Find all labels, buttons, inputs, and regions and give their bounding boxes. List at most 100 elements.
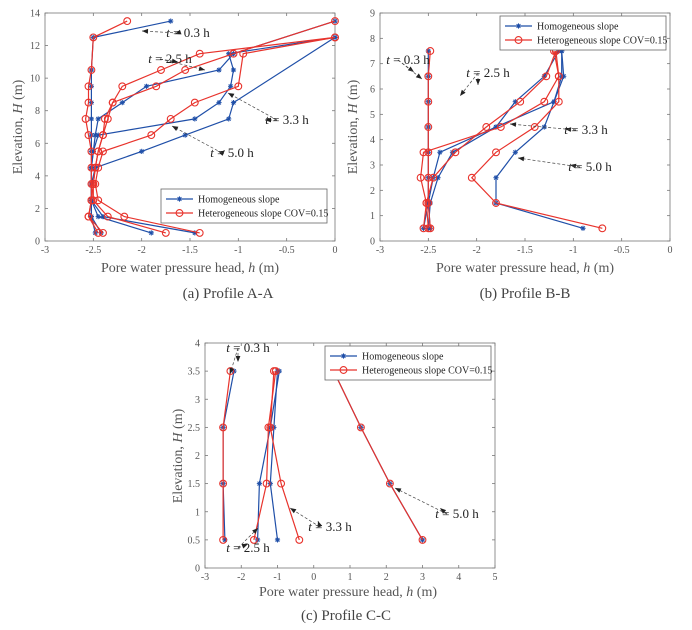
annotation-leader: [517, 157, 581, 168]
star-stroke: [216, 100, 222, 105]
legend-homogeneous-label: Homogeneous slope: [537, 22, 619, 33]
star-stroke: [144, 84, 149, 89]
heterogeneous-data-point: [554, 72, 563, 81]
heterogeneous-data-point: [94, 228, 103, 237]
annotation-arrowhead: [252, 528, 258, 534]
legend-homogeneous-label: Homogeneous slope: [362, 352, 444, 363]
homogeneous-data-point: [580, 225, 586, 231]
y-tick-label: 6: [370, 85, 375, 96]
y-tick-label: 2.5: [188, 423, 201, 434]
x-tick-label: -2.5: [420, 245, 436, 256]
x-tick-label: 0: [333, 245, 338, 256]
heterogeneous-data-point: [219, 423, 228, 432]
annotation-arrowhead: [460, 89, 466, 96]
star-stroke: [580, 226, 586, 231]
heterogeneous-data-point: [89, 33, 98, 42]
star-stroke: [341, 353, 346, 359]
heterogeneous-data-point: [385, 479, 394, 488]
x-tick-label: -1: [234, 245, 242, 256]
heterogeneous-data-point: [94, 196, 103, 205]
legend-box: [499, 15, 667, 51]
x-tick-label: -1.5: [517, 245, 533, 256]
y-tick-label: 0: [195, 564, 200, 575]
heterogeneous-data-point: [84, 82, 93, 91]
annotation-arrowhead: [171, 58, 178, 64]
time-annotation: t = 2.5 h: [148, 51, 192, 66]
x-tick-label: -0.5: [614, 245, 630, 256]
heterogeneous-data-point: [249, 535, 258, 544]
heterogeneous-data-point: [123, 17, 132, 26]
y-axis-label: Elevation, H (m): [346, 79, 361, 174]
homogeneous-data-point: [226, 116, 232, 122]
time-annotation: t = 0.3 h: [166, 25, 210, 40]
heterogeneous-data-point: [482, 123, 491, 131]
panel-caption: (a) Profile A-A: [183, 286, 274, 302]
y-tick-label: 2: [370, 186, 375, 197]
heterogeneous-data-point: [554, 97, 563, 106]
heterogeneous-data-point: [118, 82, 127, 91]
time-annotation: t = 0.3 h: [386, 52, 430, 67]
homogeneous-data-point: [216, 99, 222, 106]
annotation-leader: [141, 30, 179, 34]
homogeneous-series-line-25h: [257, 371, 280, 540]
heterogeneous-data-point: [152, 82, 161, 91]
homogeneous-data-point: [493, 175, 499, 181]
legend-heterogeneous-marker: [339, 366, 348, 374]
x-axis-label: Pore water pressure head, h (m): [436, 261, 614, 276]
homogeneous-series-line-50h: [333, 370, 424, 541]
heterogeneous-data-point: [424, 72, 433, 81]
annotation-arrowhead: [229, 367, 235, 374]
heterogeneous-series-line-50h: [94, 36, 336, 234]
star-stroke: [275, 537, 280, 543]
heterogeneous-data-point: [84, 131, 93, 140]
homogeneous-data-point: [143, 83, 150, 89]
annotation-leader: [159, 58, 206, 71]
time-annotation: t = 0.3 h: [226, 340, 270, 355]
star-stroke: [216, 67, 222, 73]
star-stroke: [228, 84, 233, 89]
heterogeneous-series-line-50h: [470, 50, 603, 229]
y-tick-label: 3.5: [188, 367, 201, 378]
legend: Homogeneous slope Heterogeneous slope COV…: [160, 188, 328, 224]
heterogeneous-series-line-33h: [419, 50, 560, 229]
heterogeneous-data-point: [530, 123, 539, 131]
x-axis-label: Pore water pressure head, h (m): [101, 261, 279, 276]
heterogeneous-data-point: [99, 228, 107, 237]
legend-box: [160, 188, 328, 224]
homogeneous-data-point: [230, 67, 237, 73]
annotation-arrowhead: [198, 66, 205, 71]
x-tick-label: 1: [348, 572, 353, 583]
heterogeneous-data-point: [195, 49, 204, 58]
y-tick-label: 12: [30, 41, 40, 52]
heterogeneous-data-point: [419, 224, 428, 233]
y-tick-label: 3: [370, 161, 375, 172]
legend-heterogeneous-marker: [514, 36, 523, 44]
legend: Homogeneous slope Heterogeneous slope COV…: [324, 345, 492, 381]
star-stroke: [95, 116, 101, 122]
legend-box: [324, 345, 492, 381]
y-tick-label: 10: [30, 74, 40, 85]
x-tick-label: -2.5: [85, 245, 101, 256]
legend-heterogeneous-label: Heterogeneous slope COV=0.15: [198, 209, 328, 220]
heterogeneous-data-point: [234, 82, 243, 91]
annotation-arrowhead: [241, 544, 248, 549]
star-stroke: [149, 230, 154, 236]
homogeneous-data-point: [168, 18, 174, 24]
heterogeneous-series-line-50h: [333, 370, 424, 541]
heterogeneous-series-line-33h: [269, 371, 300, 541]
heterogeneous-data-point: [416, 173, 425, 182]
y-tick-label: 4: [370, 135, 375, 146]
homogeneous-series-line-50h: [495, 50, 584, 229]
heterogeneous-data-point: [424, 97, 433, 106]
x-tick-label: -2: [237, 572, 245, 583]
star-stroke: [231, 67, 236, 73]
heterogeneous-data-point: [418, 535, 427, 544]
heterogeneous-data-point: [262, 479, 271, 488]
star-stroke: [257, 481, 262, 486]
heterogeneous-data-point: [84, 98, 93, 107]
star-stroke: [192, 116, 198, 122]
x-tick-label: -1: [569, 245, 577, 256]
homogeneous-data-point: [216, 67, 222, 73]
annotation-leader: [227, 92, 278, 121]
annotation-arrowhead: [518, 156, 525, 162]
